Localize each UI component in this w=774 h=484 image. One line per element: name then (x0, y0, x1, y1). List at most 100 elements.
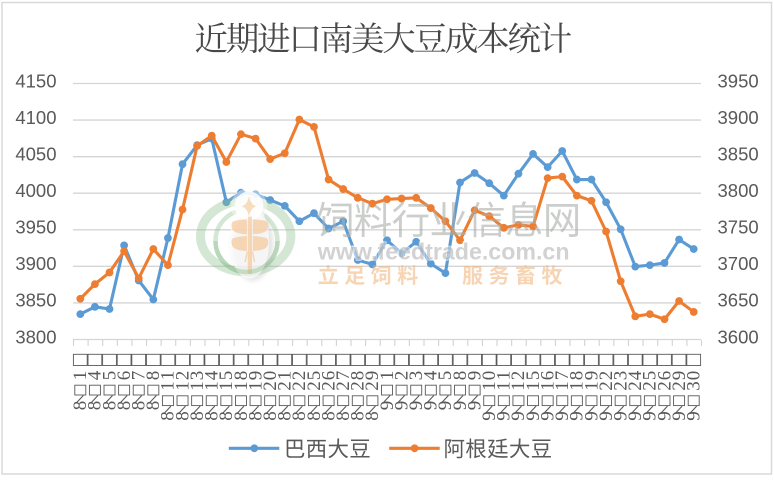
svg-text:2: 2 (289, 371, 310, 381)
svg-text:9: 9 (537, 411, 558, 421)
svg-text:3: 3 (610, 371, 631, 381)
svg-text:5: 5 (435, 371, 456, 381)
svg-text:7: 7 (129, 371, 150, 381)
svg-text:2: 2 (640, 381, 661, 391)
svg-text:8: 8 (114, 401, 135, 411)
svg-text:3850: 3850 (718, 143, 759, 164)
svg-text:8: 8 (318, 411, 339, 421)
svg-text:9: 9 (654, 411, 675, 421)
svg-text:8: 8 (450, 371, 471, 381)
svg-text:8: 8 (348, 411, 369, 421)
svg-text:7: 7 (333, 371, 354, 381)
svg-text:3600: 3600 (718, 326, 759, 347)
svg-text:9: 9 (625, 411, 646, 421)
svg-text:8: 8 (143, 371, 164, 381)
svg-text:3950: 3950 (718, 70, 759, 91)
svg-text:2: 2 (669, 381, 690, 391)
svg-text:1: 1 (508, 381, 529, 391)
svg-text:8: 8 (187, 411, 208, 421)
svg-text:8: 8 (348, 371, 369, 381)
svg-text:www.feedtrade.com.cn: www.feedtrade.com.cn (317, 239, 570, 265)
svg-text:4: 4 (85, 370, 106, 380)
svg-text:1: 1 (245, 381, 266, 391)
svg-text:2: 2 (391, 371, 412, 381)
svg-text:1: 1 (187, 381, 208, 391)
svg-text:2: 2 (654, 381, 675, 391)
svg-text:1: 1 (537, 381, 558, 391)
svg-text:3: 3 (187, 371, 208, 381)
svg-text:4050: 4050 (15, 143, 56, 164)
svg-text:1: 1 (158, 381, 179, 391)
svg-text:2: 2 (348, 381, 369, 391)
svg-text:9: 9 (464, 371, 485, 381)
svg-text:8: 8 (99, 401, 120, 411)
svg-text:9: 9 (669, 371, 690, 381)
svg-text:1: 1 (581, 381, 602, 391)
svg-text:9: 9 (523, 411, 544, 421)
svg-text:1: 1 (172, 381, 193, 391)
svg-text:8: 8 (567, 371, 588, 381)
svg-text:5: 5 (640, 371, 661, 381)
svg-text:5: 5 (523, 371, 544, 381)
svg-text:8: 8 (304, 411, 325, 421)
svg-text:9: 9 (610, 411, 631, 421)
svg-text:8: 8 (172, 411, 193, 421)
svg-text:9: 9 (362, 371, 383, 381)
svg-text:8: 8 (362, 411, 383, 421)
svg-text:4150: 4150 (15, 70, 56, 91)
svg-text:9: 9 (406, 401, 427, 411)
svg-text:9: 9 (464, 401, 485, 411)
svg-text:8: 8 (260, 411, 281, 421)
svg-text:3850: 3850 (15, 290, 56, 311)
svg-text:1: 1 (494, 381, 515, 391)
svg-text:9: 9 (450, 401, 471, 411)
svg-text:9: 9 (508, 411, 529, 421)
svg-text:8: 8 (216, 411, 237, 421)
svg-text:1: 1 (158, 371, 179, 381)
svg-text:1: 1 (479, 381, 500, 391)
svg-text:9: 9 (596, 411, 617, 421)
svg-text:1: 1 (275, 371, 296, 381)
svg-text:6: 6 (654, 371, 675, 381)
svg-text:2: 2 (318, 381, 339, 391)
svg-text:1: 1 (494, 371, 515, 381)
svg-text:3900: 3900 (718, 107, 759, 128)
svg-text:9: 9 (494, 411, 515, 421)
svg-text:3: 3 (684, 381, 705, 391)
svg-text:3800: 3800 (718, 180, 759, 201)
svg-text:9: 9 (552, 411, 573, 421)
svg-text:9: 9 (581, 411, 602, 421)
svg-text:1: 1 (552, 381, 573, 391)
svg-text:0: 0 (684, 371, 705, 381)
svg-text:9: 9 (245, 371, 266, 381)
svg-text:4000: 4000 (15, 180, 56, 201)
svg-text:3900: 3900 (15, 253, 56, 274)
svg-text:9: 9 (421, 401, 442, 411)
svg-text:0: 0 (479, 371, 500, 381)
svg-text:1: 1 (567, 381, 588, 391)
svg-text:9: 9 (640, 411, 661, 421)
svg-text:2: 2 (304, 381, 325, 391)
svg-text:6: 6 (114, 371, 135, 381)
svg-text:2: 2 (508, 371, 529, 381)
svg-text:3950: 3950 (15, 217, 56, 238)
svg-text:8: 8 (158, 411, 179, 421)
svg-text:6: 6 (318, 371, 339, 381)
svg-text:5: 5 (216, 371, 237, 381)
svg-text:9: 9 (391, 401, 412, 411)
svg-text:4: 4 (625, 370, 646, 380)
svg-text:1: 1 (202, 381, 223, 391)
svg-text:8: 8 (231, 411, 252, 421)
svg-text:8: 8 (70, 401, 91, 411)
svg-text:2: 2 (625, 381, 646, 391)
svg-text:3650: 3650 (718, 290, 759, 311)
svg-text:0: 0 (260, 371, 281, 381)
svg-text:2: 2 (260, 381, 281, 391)
svg-text:9: 9 (684, 411, 705, 421)
svg-text:1: 1 (523, 381, 544, 391)
svg-text:9: 9 (567, 411, 588, 421)
svg-text:2: 2 (172, 371, 193, 381)
svg-text:4: 4 (202, 370, 223, 380)
svg-text:9: 9 (435, 401, 456, 411)
svg-text:1: 1 (70, 371, 91, 381)
